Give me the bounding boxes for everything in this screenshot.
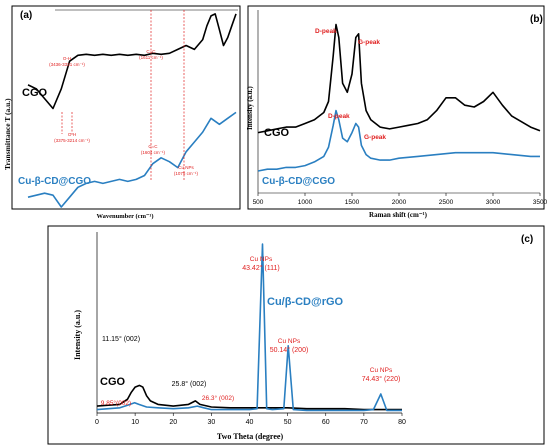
b-xtick-label-0: 500 xyxy=(253,199,264,206)
b-xtick-label-1: 1000 xyxy=(298,199,313,206)
a-legend-cu: Cu-β-CD@CGO xyxy=(18,176,91,187)
b-xtick-label-3: 2000 xyxy=(392,199,407,206)
c-annot-cu111-sub: 43.42° (111) xyxy=(242,264,280,272)
c-annot-cu220-sub: 74.43° (220) xyxy=(362,375,401,383)
b-annot-g2: G-peak xyxy=(364,134,386,141)
panel-b-frame xyxy=(247,5,545,210)
b-xtick-label-5: 3000 xyxy=(486,199,501,206)
a-legend-cgo: CGO xyxy=(22,87,48,99)
c-xtick-label-0: 0 xyxy=(95,419,99,426)
b-series-0 xyxy=(257,23,541,134)
panel-c: 0 10 20 30 40 50 60 70 80 (c) Intensity (a.u.) T… xyxy=(47,225,545,445)
panel-b-tag: (b) xyxy=(530,14,543,25)
c-annot-cu111: Cu NPs xyxy=(250,256,273,263)
c-series-0 xyxy=(96,384,402,411)
panel-a-ylabel: Transmittance T (a.u.) xyxy=(3,98,12,170)
c-legend-cu: Cu/β-CD@rGO xyxy=(267,296,344,308)
a-annot-3: O-H xyxy=(68,132,76,137)
a-annot-1: O-H xyxy=(63,56,71,61)
panel-a: (a) Transmittance T (a.u.) Wavenumber (c… xyxy=(3,5,241,220)
b-annot-d1: D-peak xyxy=(315,28,337,35)
panel-a-frame xyxy=(11,5,241,210)
panel-c-frame xyxy=(47,225,545,445)
c-xtick-label-3: 30 xyxy=(207,419,215,426)
c-annot-cgo-1: 11.15° (002) xyxy=(102,335,140,343)
c-xtick-label-6: 60 xyxy=(322,419,330,426)
a-annot-2-sub: (1611 cm⁻¹) xyxy=(139,55,163,60)
c-series-1 xyxy=(96,243,402,412)
b-xtick-label-6: 3500 xyxy=(533,199,548,206)
c-annot-cu-2: 26.3° (002) xyxy=(202,394,234,402)
a-annot-1-sub: (3436-3331 cm⁻¹) xyxy=(49,62,85,67)
b-annot-g1: G-peak xyxy=(358,39,380,46)
c-xtick-label-1: 10 xyxy=(131,419,139,426)
c-annot-cu200: Cu NPs xyxy=(278,338,301,345)
b-xtick-label-2: 1500 xyxy=(345,199,360,206)
panel-a-tag: (a) xyxy=(20,10,32,21)
c-annot-cgo-2: 25.8° (002) xyxy=(172,380,207,388)
a-series-0 xyxy=(27,13,237,110)
panel-b-xlabel: Raman shift (cm⁻¹) xyxy=(369,211,428,219)
c-legend-cgo: CGO xyxy=(100,376,126,388)
b-annot-d2: D-peak xyxy=(328,113,350,120)
a-annot-4-sub: (1604 cm⁻¹) xyxy=(141,150,166,155)
a-annot-5: Cu NPs xyxy=(178,165,194,170)
a-series-1 xyxy=(27,111,237,208)
c-xtick-label-4: 40 xyxy=(246,419,254,426)
a-annot-4: C=C xyxy=(148,144,158,149)
c-annot-cu200-sub: 50.14° (200) xyxy=(270,346,309,354)
b-xtick-label-4: 2500 xyxy=(439,199,454,206)
c-xtick-label-7: 70 xyxy=(360,419,368,426)
panel-c-tag: (c) xyxy=(521,234,533,245)
b-series-1 xyxy=(257,109,540,172)
panel-a-xlabel: Wavenumber (cm⁻¹) xyxy=(96,213,153,220)
b-legend-cu: Cu-β-CD@CGO xyxy=(262,176,335,187)
a-annot-2: C=C xyxy=(146,49,156,54)
panel-c-xlabel: Two Theta (degree) xyxy=(217,432,284,441)
b-legend-cgo: CGO xyxy=(264,127,290,139)
panel-b: 500 1000 1500 2000 2500 3000 3500 (b) Intensit… xyxy=(246,5,548,219)
panel-b-ylabel: Intensity (a.u.) xyxy=(246,86,254,130)
c-xtick-label-8: 80 xyxy=(398,419,406,426)
c-annot-cu-1: 9.85°(002) xyxy=(101,399,131,407)
c-annot-cu220: Cu NPs xyxy=(370,367,393,374)
a-annot-3-sub: (3375-3214 cm⁻¹) xyxy=(54,138,90,143)
a-annot-5-sub: (1075 cm⁻¹) xyxy=(174,171,199,176)
panel-c-ylabel: Intensity (a.u.) xyxy=(73,310,82,360)
c-xtick-label-2: 20 xyxy=(169,419,177,426)
c-xtick-label-5: 50 xyxy=(284,419,292,426)
